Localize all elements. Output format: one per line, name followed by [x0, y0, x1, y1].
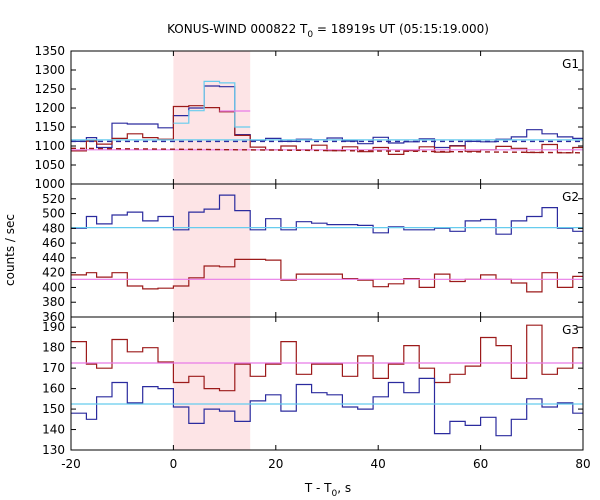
panel-frame	[70, 316, 584, 451]
y-tick-label: 420	[42, 266, 65, 280]
panel-label: G1	[562, 57, 579, 71]
y-tick-label: 500	[42, 207, 65, 221]
y-tick-label: 520	[42, 192, 65, 206]
y-tick-label: 360	[42, 310, 65, 324]
y-tick-label: 380	[42, 295, 65, 309]
x-tick-label: 20	[268, 457, 283, 471]
x-tick-label: -20	[61, 457, 81, 471]
series-g2-red-step-1	[71, 258, 583, 293]
y-tick-label: 480	[42, 221, 65, 235]
panel-label: G3	[562, 323, 579, 337]
series-g3-blue-step-1	[71, 377, 583, 437]
y-axis-label: counts / sec	[3, 214, 17, 286]
y-tick-label: 170	[42, 361, 65, 375]
y-tick-label: 1100	[34, 139, 65, 153]
series-g1-cyan-step-2	[173, 80, 251, 128]
chart-title: KONUS-WIND 000822 T0 = 18919s UT (05:15:…	[167, 22, 489, 40]
y-tick-label: 1350	[34, 44, 65, 58]
x-tick-label: 80	[575, 457, 590, 471]
panel-g3: 130 140 150 160 170 180 190 G3	[42, 316, 584, 457]
x-tick-label: 40	[371, 457, 386, 471]
plot-layer: 10001050110011501200125013001350G1360380…	[34, 44, 590, 471]
y-tick-label: 180	[42, 341, 65, 355]
y-tick-label: 1050	[34, 158, 65, 172]
highlight-interval	[173, 51, 251, 450]
y-tick-label: 190	[42, 320, 65, 334]
series-g3-red-step-0	[71, 324, 583, 392]
panel-frame	[70, 183, 584, 318]
y-tick-label: 1000	[34, 177, 65, 191]
y-tick-label: 150	[42, 402, 65, 416]
series-g1-red-step-1	[71, 105, 583, 155]
series-g1-blue-step-0	[71, 85, 583, 149]
y-tick-label: 1250	[34, 82, 65, 96]
panel-frame	[70, 50, 584, 185]
y-tick-label: 440	[42, 251, 65, 265]
y-tick-label: 400	[42, 280, 65, 294]
y-tick-label: 460	[42, 236, 65, 250]
y-tick-label: 1300	[34, 63, 65, 77]
panel-g1: 1000 1050 1100 1150 1200 1250 1300 1350 G1	[34, 44, 584, 191]
x-tick-label: 60	[473, 457, 488, 471]
y-tick-label: 140	[42, 423, 65, 437]
y-tick-label: 1150	[34, 120, 65, 134]
x-axis-label: T - T0, s	[304, 481, 351, 499]
series-g1-red-dashed-7	[70, 147, 584, 154]
x-tick-label: 0	[170, 457, 178, 471]
y-tick-label: 130	[42, 443, 65, 457]
y-tick-label: 160	[42, 382, 65, 396]
series-g2-blue-step-0	[71, 194, 583, 235]
y-tick-label: 1200	[34, 101, 65, 115]
panel-label: G2	[562, 190, 579, 204]
